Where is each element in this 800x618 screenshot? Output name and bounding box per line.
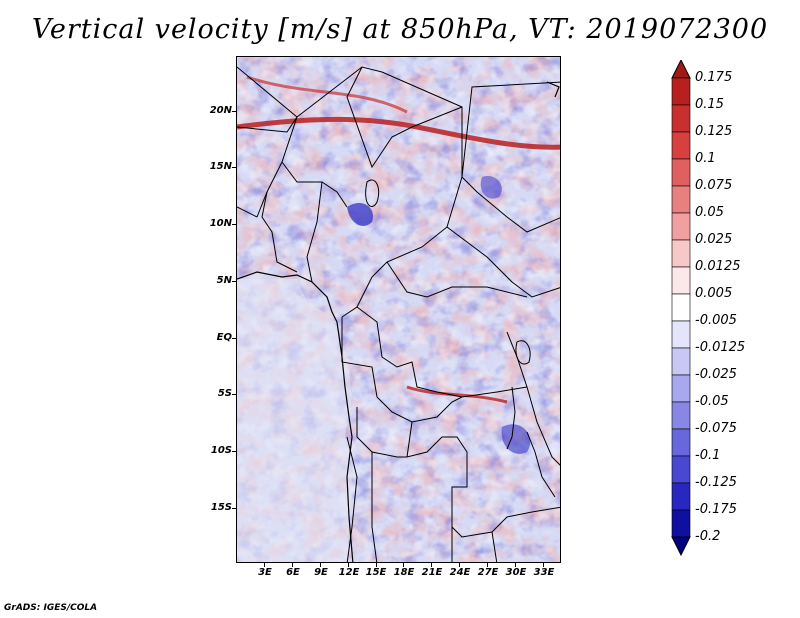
- lon-tick: [403, 563, 404, 567]
- lon-label-12e: 12E: [338, 567, 360, 578]
- lon-label-30e: 30E: [505, 567, 527, 578]
- lat-tick: [232, 394, 236, 395]
- colorbar-label: -0.1: [695, 448, 721, 463]
- lon-tick: [431, 563, 432, 567]
- colorbar-label: 0.025: [695, 232, 733, 247]
- lat-tick: [232, 224, 236, 225]
- lat-label-10s: 10S: [210, 445, 232, 456]
- colorbar-segment: [671, 401, 691, 430]
- colorbar-segment: [671, 185, 691, 214]
- lon-tick: [376, 563, 377, 567]
- rising-band-central: [406, 385, 508, 404]
- sinking-patch-1: [347, 202, 373, 227]
- colorbar-segment: [671, 212, 691, 241]
- colorbar-top-triangle: [671, 60, 691, 79]
- colorbar-label: -0.2: [695, 529, 721, 544]
- colorbar-segment: [671, 509, 691, 538]
- colorbar-label: 0.005: [695, 286, 733, 301]
- colorbar-label: 0.05: [695, 205, 724, 220]
- colorbar-segment: [671, 158, 691, 187]
- colorbar-segment: [671, 482, 691, 511]
- colorbar-label: 0.0125: [695, 259, 741, 274]
- colorbar-label: -0.05: [695, 394, 729, 409]
- lon-label-9e: 9E: [314, 567, 328, 578]
- colorbar-segment: [671, 239, 691, 268]
- lon-label-15e: 15E: [365, 567, 387, 578]
- colorbar-label: -0.175: [695, 502, 737, 517]
- colorbar-label: 0.175: [695, 70, 733, 85]
- colorbar-label: 0.075: [695, 178, 733, 193]
- lat-label-15n: 15N: [209, 161, 232, 172]
- lon-label-6e: 6E: [286, 567, 300, 578]
- rising-band-north: [237, 116, 560, 150]
- lon-tick: [515, 563, 516, 567]
- lat-label-eq: EQ: [216, 332, 232, 343]
- lon-tick: [543, 563, 544, 567]
- lon-label-18e: 18E: [393, 567, 415, 578]
- map-panel: [236, 56, 561, 563]
- lat-label-5n: 5N: [216, 275, 232, 286]
- sinking-patch-3: [501, 424, 531, 454]
- lat-tick: [232, 111, 236, 112]
- colorbar-label: -0.025: [695, 367, 737, 382]
- colorbar-segment: [671, 320, 691, 349]
- colorbar-label: 0.1: [695, 151, 716, 166]
- coastline: [237, 81, 560, 562]
- lon-tick: [320, 563, 321, 567]
- colorbar-label: 0.15: [695, 97, 724, 112]
- lat-tick: [232, 451, 236, 452]
- lakes: [365, 179, 556, 498]
- colorbar-bottom-triangle: [671, 536, 691, 557]
- sinking-patch-2: [480, 176, 502, 199]
- colorbar: [671, 60, 691, 557]
- map-field: [237, 57, 560, 562]
- lat-tick: [232, 508, 236, 509]
- lon-tick: [264, 563, 265, 567]
- colorbar-label: -0.005: [695, 313, 737, 328]
- lat-label-10n: 10N: [209, 218, 232, 229]
- colorbar-segment: [671, 131, 691, 160]
- colorbar-label: -0.075: [695, 421, 737, 436]
- lon-label-33e: 33E: [533, 567, 555, 578]
- colorbar-segment: [671, 347, 691, 376]
- rising-band-north-2: [246, 75, 408, 114]
- lon-tick: [459, 563, 460, 567]
- lon-label-24e: 24E: [449, 567, 471, 578]
- lat-tick: [232, 167, 236, 168]
- lat-label-5s: 5S: [217, 388, 232, 399]
- lon-label-21e: 21E: [421, 567, 443, 578]
- colorbar-segment: [671, 455, 691, 484]
- colorbar-segment: [671, 428, 691, 457]
- lon-tick: [292, 563, 293, 567]
- colorbar-segment: [671, 77, 691, 106]
- country-borders: [237, 66, 560, 562]
- lon-tick: [348, 563, 349, 567]
- colorbar-label: -0.0125: [695, 340, 746, 355]
- ocean-smooth-region: [237, 279, 352, 562]
- colorbar-segment: [671, 293, 691, 322]
- lon-label-3e: 3E: [258, 567, 272, 578]
- lat-tick: [232, 281, 236, 282]
- colorbar-label: 0.125: [695, 124, 733, 139]
- colorbar-segment: [671, 374, 691, 403]
- lat-tick: [232, 338, 236, 339]
- chart-title: Vertical velocity [m/s] at 850hPa, VT: 2…: [31, 14, 769, 45]
- footer-credit: GrADS: IGES/COLA: [4, 603, 98, 613]
- lon-label-27e: 27E: [477, 567, 499, 578]
- colorbar-segment: [671, 266, 691, 295]
- lat-label-20n: 20N: [209, 105, 232, 116]
- lat-label-15s: 15S: [210, 502, 232, 513]
- lon-tick: [487, 563, 488, 567]
- colorbar-segment: [671, 104, 691, 133]
- colorbar-label: -0.125: [695, 475, 737, 490]
